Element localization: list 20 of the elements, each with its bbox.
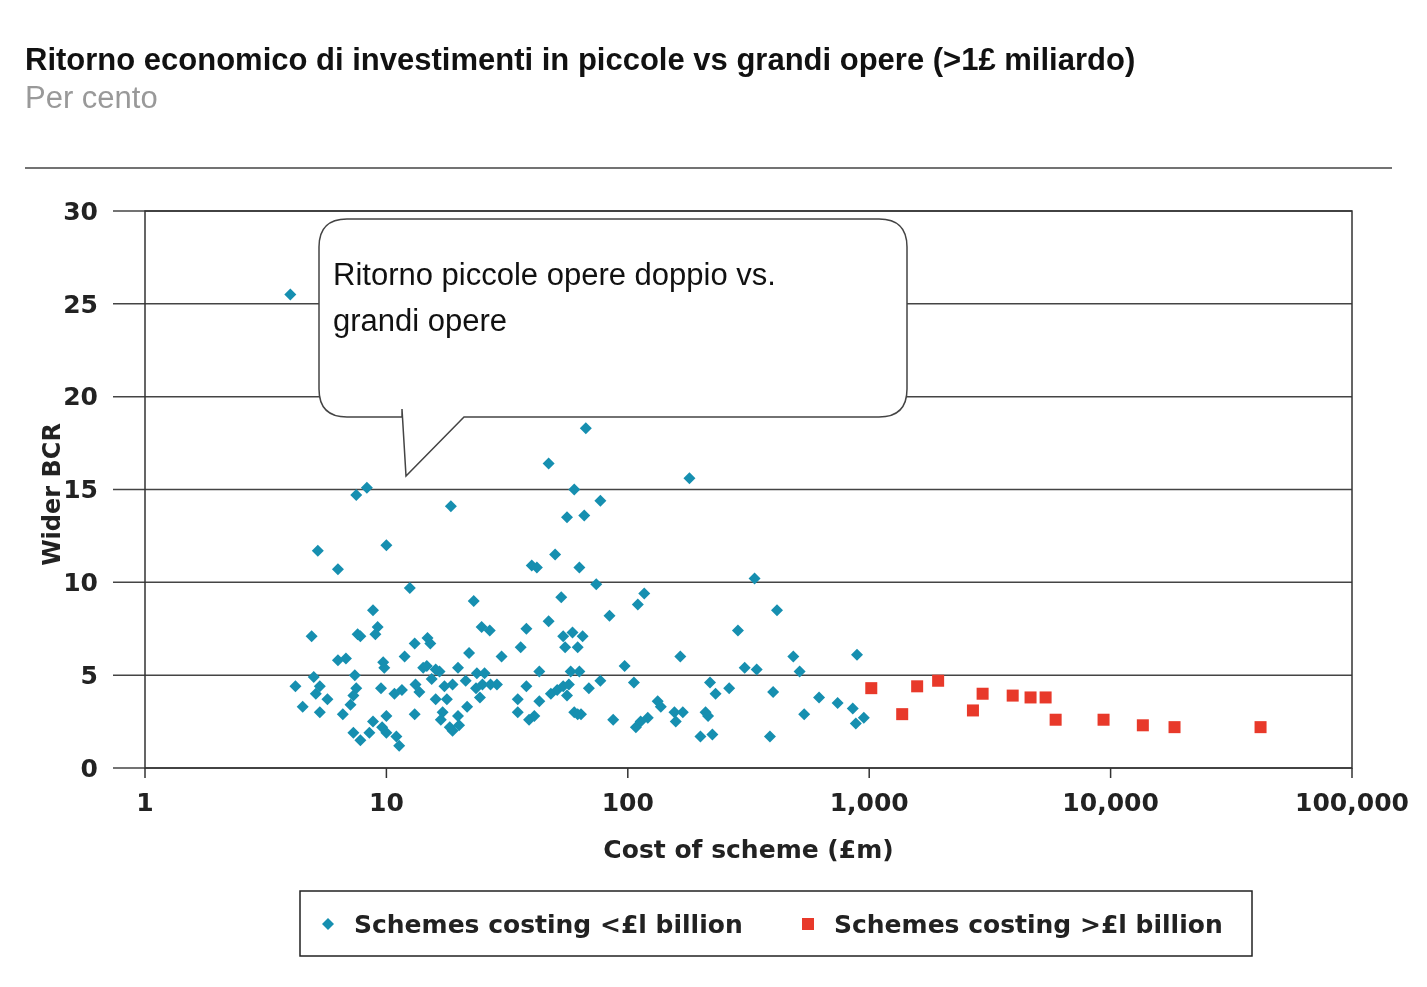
x-axis-title: Cost of scheme (£m) [603,835,894,864]
y-tick-label: 25 [63,289,98,319]
x-tick-label: 100,000 [1295,788,1409,817]
y-tick-label: 15 [63,475,98,505]
chart-title: Ritorno economico di investimenti in piccole vs grandi opere (>1£ miliardo) [25,42,1136,77]
y-axis-title: Wider BCR [38,423,66,566]
annotation: Ritorno piccole opere doppio vs. grandi opere [333,257,776,338]
y-tick-label: 20 [63,382,98,412]
legend-label: Schemes costing >£l billion [834,910,1223,939]
legend-label: Schemes costing <£l billion [354,910,743,939]
y-tick-label: 5 [80,660,98,690]
x-tick-label: 100 [601,788,654,817]
y-tick-label: 10 [63,568,98,598]
x-tick-label: 10 [369,788,404,817]
x-tick-label: 1,000 [829,788,909,817]
x-tick-label: 10,000 [1062,788,1159,817]
chart-subtitle: Per cento [25,80,158,115]
x-tick-label: 1 [136,788,154,817]
y-tick-label: 30 [63,196,98,226]
y-tick-label: 0 [80,753,98,783]
